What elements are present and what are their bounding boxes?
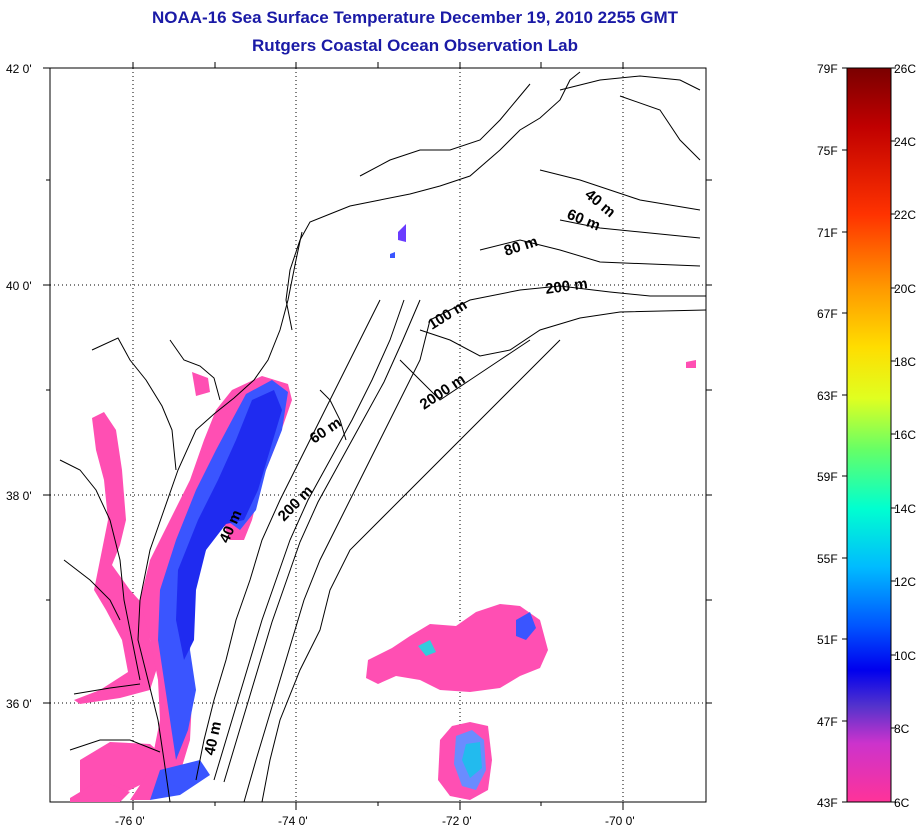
colorbar-c-labels: 26C 24C 22C 20C 18C 16C 14C 12C 10C 8C 6… — [894, 62, 916, 810]
colorbar-label-f: 79F — [817, 62, 838, 76]
map-frame — [49, 67, 707, 803]
lat-label: 40 0' — [6, 279, 32, 293]
lon-label: -72 0' — [442, 814, 472, 828]
colorbar-f-labels: 79F 75F 71F 67F 63F 59F 55F 51F 47F 43F — [817, 62, 838, 810]
graticule — [50, 68, 706, 802]
colorbar-label-f: 75F — [817, 144, 838, 158]
colorbar-label-c: 18C — [894, 355, 916, 369]
lon-label: -70 0' — [605, 814, 635, 828]
colorbar-label-c: 16C — [894, 428, 916, 442]
colorbar-label-c: 6C — [894, 796, 910, 810]
map-subtitle: Rutgers Coastal Ocean Observation Lab — [252, 36, 578, 55]
lat-label: 42 0' — [6, 62, 32, 76]
colorbar-label-c: 22C — [894, 208, 916, 222]
colorbar-label-f: 71F — [817, 226, 838, 240]
colorbar-label-c: 8C — [894, 722, 910, 736]
colorbar-label-c: 12C — [894, 575, 916, 589]
colorbar-label-c: 14C — [894, 502, 916, 516]
colorbar — [846, 67, 892, 803]
colorbar-label-c: 20C — [894, 282, 916, 296]
colorbar-label-f: 47F — [817, 715, 838, 729]
colorbar-label-c: 26C — [894, 62, 916, 76]
lat-label: 36 0' — [6, 697, 32, 711]
isobath-label: 40 m — [201, 720, 225, 757]
colorbar-label-f: 67F — [817, 307, 838, 321]
isobath-label: 200 m — [544, 275, 588, 298]
lon-label: -74 0' — [278, 814, 308, 828]
colorbar-label-f: 63F — [817, 389, 838, 403]
colorbar-label-c: 10C — [894, 649, 916, 663]
colorbar-label-f: 51F — [817, 633, 838, 647]
colorbar-label-f: 43F — [817, 796, 838, 810]
lon-label: -76 0' — [115, 814, 145, 828]
colorbar-label-f: 55F — [817, 552, 838, 566]
ticks — [43, 62, 712, 810]
colorbar-ticks — [842, 67, 896, 803]
map-title: NOAA-16 Sea Surface Temperature December… — [152, 8, 678, 27]
colorbar-label-f: 59F — [817, 470, 838, 484]
colorbar-label-c: 24C — [894, 135, 916, 149]
lat-label: 38 0' — [6, 489, 32, 503]
coastlines — [59, 71, 707, 803]
